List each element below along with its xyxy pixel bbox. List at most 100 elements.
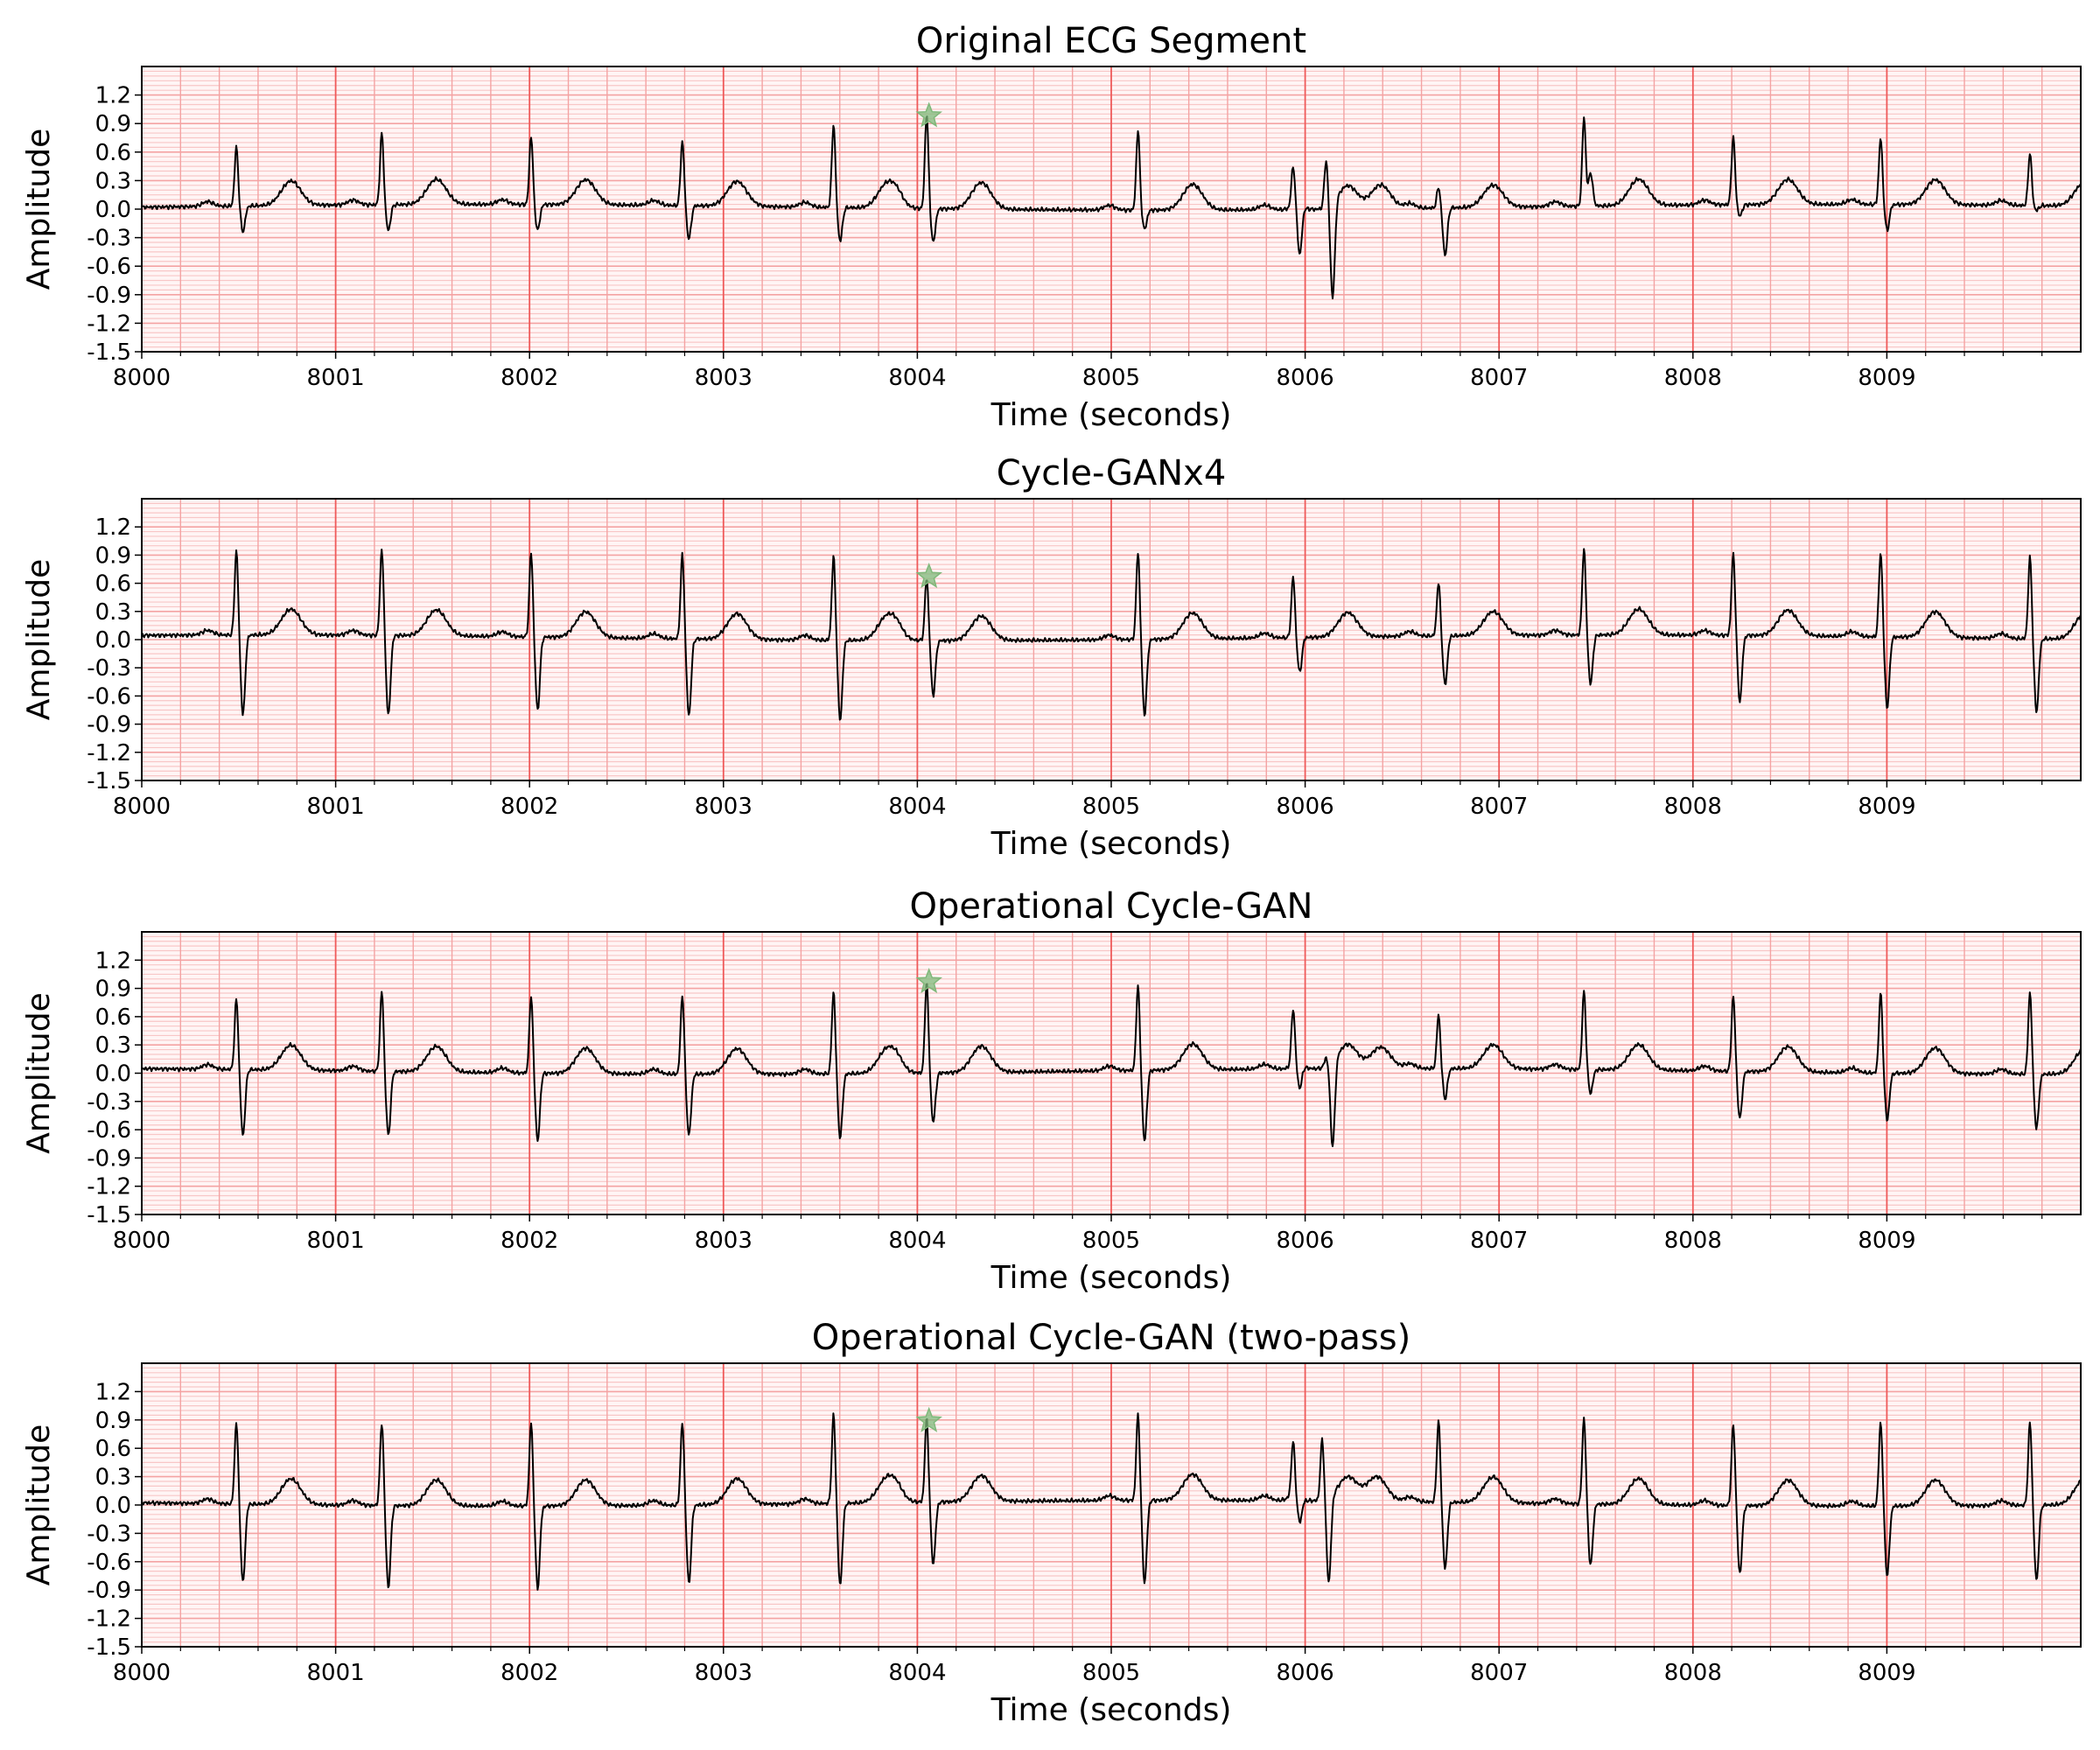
y-tick-label: 0.3 bbox=[95, 168, 131, 194]
x-tick-label: 8001 bbox=[307, 1660, 365, 1686]
x-tick-label: 8006 bbox=[1277, 794, 1334, 820]
x-tick-label: 8006 bbox=[1277, 1228, 1334, 1254]
ecg-trace bbox=[141, 548, 2082, 721]
x-tick-label: 8002 bbox=[500, 794, 558, 820]
panel-title: Operational Cycle-GAN (two-pass) bbox=[812, 1318, 1410, 1358]
x-tick-label: 8008 bbox=[1664, 365, 1722, 391]
y-tick-label: 0.0 bbox=[95, 197, 131, 223]
x-tick-label: 8008 bbox=[1664, 1228, 1722, 1254]
y-tick-label: -0.9 bbox=[87, 1578, 131, 1604]
y-tick-label: 0.6 bbox=[95, 140, 131, 166]
x-tick-label: 8003 bbox=[695, 1228, 752, 1254]
y-tick-label: -0.6 bbox=[87, 254, 131, 280]
ecg-trace bbox=[141, 116, 2082, 300]
x-tick-label: 8004 bbox=[888, 794, 946, 820]
x-tick-label: 8004 bbox=[888, 1228, 946, 1254]
x-axis-label: Time (seconds) bbox=[990, 826, 1232, 862]
y-tick-label: 0.3 bbox=[95, 1032, 131, 1059]
ecg-grid bbox=[141, 66, 2082, 353]
y-tick-label: -1.5 bbox=[87, 1634, 131, 1661]
x-tick-label: 8004 bbox=[888, 1660, 946, 1686]
y-tick-label: -0.9 bbox=[87, 1145, 131, 1172]
r-peak-star-marker bbox=[915, 102, 942, 128]
r-peak-star-marker bbox=[915, 563, 942, 589]
ecg-trace bbox=[141, 983, 2082, 1147]
y-tick-label: -0.3 bbox=[87, 1521, 131, 1547]
y-tick-label: 0.3 bbox=[95, 599, 131, 626]
ecg-panel-1: Original ECG Segment -1.5 -1.2-0.9 -0.6-0.3… bbox=[21, 21, 2082, 433]
x-axis-label: Time (seconds) bbox=[990, 1692, 1232, 1728]
y-tick-label: -1.5 bbox=[87, 1202, 131, 1228]
ecg-grid bbox=[141, 931, 2082, 1215]
x-tick-label: 8001 bbox=[307, 1228, 365, 1254]
y-tick-label: -0.9 bbox=[87, 712, 131, 738]
x-tick-label: 8000 bbox=[113, 1660, 171, 1686]
y-tick-label: -1.5 bbox=[87, 340, 131, 366]
x-tick-label: 8000 bbox=[113, 1228, 171, 1254]
x-tick-label: 8002 bbox=[500, 1660, 558, 1686]
x-tick-label: 8000 bbox=[113, 794, 171, 820]
y-tick-label: -0.6 bbox=[87, 1550, 131, 1576]
x-tick-label: 8004 bbox=[888, 365, 946, 391]
y-tick-label: 1.2 bbox=[95, 948, 131, 974]
x-tick-label: 8007 bbox=[1470, 1228, 1528, 1254]
y-tick-label: -1.2 bbox=[87, 1174, 131, 1200]
x-tick-label: 8005 bbox=[1082, 1660, 1140, 1686]
y-tick-label: 0.9 bbox=[95, 1408, 131, 1434]
y-tick-label: -1.5 bbox=[87, 768, 131, 794]
x-tick-label: 8003 bbox=[695, 365, 752, 391]
x-tick-label: 8002 bbox=[500, 365, 558, 391]
y-tick-label: -0.6 bbox=[87, 683, 131, 710]
y-tick-label: 0.6 bbox=[95, 1436, 131, 1462]
ecg-grid bbox=[141, 498, 2082, 781]
ecg-trace bbox=[141, 1412, 2082, 1591]
x-tick-label: 8008 bbox=[1664, 794, 1722, 820]
y-tick-label: -0.3 bbox=[87, 226, 131, 252]
y-tick-label: -0.3 bbox=[87, 655, 131, 682]
y-tick-label: 0.6 bbox=[95, 1004, 131, 1031]
ecg-panel-2: Cycle-GANx4 -1.5-1.2-0.9-0.6-0.30.00.30.6… bbox=[21, 453, 2082, 862]
y-tick-label: 1.2 bbox=[95, 83, 131, 109]
x-tick-label: 8009 bbox=[1858, 794, 1915, 820]
y-tick-label: -1.2 bbox=[87, 1606, 131, 1633]
y-tick-label: 0.9 bbox=[95, 976, 131, 1003]
x-tick-label: 8009 bbox=[1858, 1660, 1915, 1686]
ecg-panel-3: Operational Cycle-GAN -1.5-1.2-0.9-0.6-0.… bbox=[21, 886, 2082, 1296]
x-tick-label: 8005 bbox=[1082, 365, 1140, 391]
y-tick-label: 0.9 bbox=[95, 111, 131, 137]
ecg-grid bbox=[141, 1362, 2082, 1648]
y-tick-label: -1.2 bbox=[87, 311, 131, 337]
x-tick-label: 8009 bbox=[1858, 365, 1915, 391]
x-tick-label: 8001 bbox=[307, 365, 365, 391]
x-tick-label: 8007 bbox=[1470, 1660, 1528, 1686]
y-tick-label: 1.2 bbox=[95, 514, 131, 541]
y-axis-label: Amplitude bbox=[21, 559, 57, 720]
x-tick-label: 8001 bbox=[307, 794, 365, 820]
x-tick-label: 8007 bbox=[1470, 794, 1528, 820]
y-tick-label: -0.6 bbox=[87, 1117, 131, 1144]
x-tick-label: 8006 bbox=[1277, 365, 1334, 391]
r-peak-star-marker bbox=[915, 1406, 942, 1432]
x-tick-label: 8002 bbox=[500, 1228, 558, 1254]
r-peak-star-marker bbox=[915, 968, 942, 994]
y-tick-label: 0.9 bbox=[95, 542, 131, 569]
x-tick-label: 8009 bbox=[1858, 1228, 1915, 1254]
x-axis-label: Time (seconds) bbox=[990, 1260, 1232, 1296]
y-tick-label: 1.2 bbox=[95, 1379, 131, 1405]
x-tick-label: 8000 bbox=[113, 365, 171, 391]
ecg-panel-4: Operational Cycle-GAN (two-pass) -1.5-1.2… bbox=[21, 1318, 2082, 1728]
y-tick-label: 0.3 bbox=[95, 1465, 131, 1491]
panel-title: Original ECG Segment bbox=[916, 21, 1306, 61]
y-tick-label: 0.0 bbox=[95, 1493, 131, 1519]
x-tick-label: 8008 bbox=[1664, 1660, 1722, 1686]
y-tick-label: -0.3 bbox=[87, 1089, 131, 1116]
x-tick-label: 8007 bbox=[1470, 365, 1528, 391]
x-tick-label: 8005 bbox=[1082, 794, 1140, 820]
y-axis-label: Amplitude bbox=[21, 992, 57, 1153]
x-tick-label: 8005 bbox=[1082, 1228, 1140, 1254]
panel-title: Cycle-GANx4 bbox=[997, 453, 1227, 494]
x-tick-label: 8003 bbox=[695, 794, 752, 820]
y-tick-label: -1.2 bbox=[87, 740, 131, 766]
x-tick-label: 8003 bbox=[695, 1660, 752, 1686]
